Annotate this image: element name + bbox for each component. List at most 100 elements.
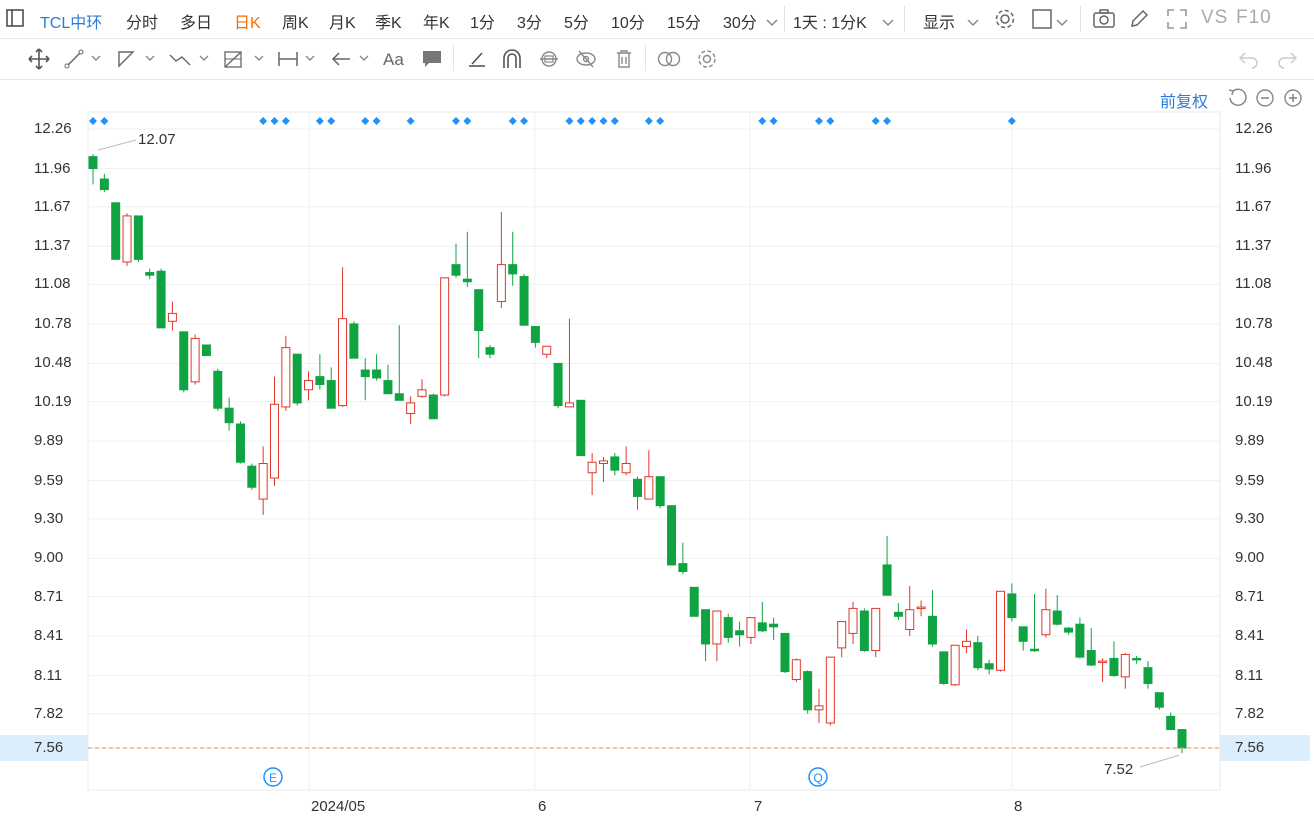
vs-compare-button[interactable]: VS — [1201, 7, 1229, 28]
candle-body — [1143, 667, 1153, 684]
candle-body — [167, 312, 177, 322]
period-toolbar: TCL中环 分时 多日 日K 周K 月K 季K 年K 1分 3分 5分 10分 … — [0, 0, 1314, 39]
fibonacci-tool-icon[interactable] — [223, 49, 267, 74]
tab-period-9[interactable]: 5分 — [564, 15, 589, 32]
wave-tool-icon[interactable] — [168, 49, 212, 74]
candle-body — [258, 463, 268, 500]
y-tick-label: 10.48 — [34, 354, 72, 372]
candle-body — [1132, 657, 1142, 661]
candle-body — [179, 331, 189, 391]
ruler-tool-icon[interactable] — [466, 49, 488, 74]
svg-text:Aa: Aa — [383, 50, 404, 69]
candle-body — [905, 609, 915, 630]
color-box-icon[interactable] — [1031, 8, 1053, 35]
lock-drawing-icon[interactable] — [538, 49, 560, 74]
y-tick-label: 9.30 — [34, 509, 64, 527]
candle-body — [462, 278, 472, 283]
tab-period-8[interactable]: 3分 — [517, 15, 542, 32]
divider — [645, 45, 646, 71]
candle-body — [133, 215, 143, 260]
zoom-in-icon[interactable] — [1283, 88, 1303, 113]
reset-icon[interactable] — [1227, 88, 1247, 113]
event-diamond-marker — [452, 117, 460, 125]
event-badge — [263, 767, 283, 787]
event-diamond-marker — [1007, 117, 1016, 125]
text-tool-icon[interactable]: Aa — [382, 48, 408, 75]
candle-body — [939, 651, 949, 684]
tab-period-5[interactable]: 季K — [375, 15, 402, 32]
move-icon[interactable] — [27, 48, 51, 75]
candle-body — [610, 456, 620, 471]
zoom-out-icon[interactable] — [1255, 88, 1275, 113]
candle-body — [213, 370, 223, 409]
tab-period-12[interactable]: 30分 — [723, 15, 757, 32]
event-diamond-marker — [270, 117, 279, 125]
interval-select[interactable]: 1天 : 1分K — [793, 15, 867, 32]
candle-body — [871, 607, 881, 652]
tab-period-2[interactable]: 日K — [234, 15, 261, 32]
candle-body — [281, 347, 291, 408]
y-tick-label: 7.56 — [34, 739, 64, 756]
drawing-settings-icon[interactable] — [696, 48, 718, 75]
candle-body — [633, 478, 642, 497]
event-diamond-marker — [826, 117, 835, 125]
measure-tool-icon[interactable] — [276, 49, 320, 74]
adjust-mode-button[interactable]: 前复权 — [1159, 94, 1208, 111]
sidebar-toggle-icon[interactable] — [6, 9, 24, 27]
event-diamond-marker — [406, 117, 415, 125]
tab-period-3[interactable]: 周K — [282, 15, 309, 32]
display-menu[interactable]: 显示 — [923, 15, 956, 32]
tab-period-7[interactable]: 1分 — [470, 15, 495, 32]
line-tool-icon[interactable] — [64, 49, 104, 74]
redo-icon[interactable] — [1276, 49, 1298, 74]
chevron-down-icon[interactable] — [882, 14, 894, 32]
candle-body — [712, 610, 722, 645]
f10-button[interactable]: F10 — [1236, 7, 1272, 28]
event-diamond-marker — [463, 117, 472, 125]
trash-icon[interactable] — [613, 48, 635, 75]
chevron-down-icon[interactable] — [1056, 14, 1068, 32]
candle-body — [837, 621, 847, 649]
tab-period-6[interactable]: 年K — [423, 15, 450, 32]
undo-icon[interactable] — [1238, 49, 1260, 74]
comment-tool-icon[interactable] — [421, 49, 443, 74]
y-tick-label: 10.19 — [34, 392, 72, 410]
candle-body — [383, 380, 393, 395]
fullscreen-icon[interactable] — [1166, 8, 1188, 35]
candle-body — [644, 476, 654, 500]
y-tick-label: 8.11 — [1235, 666, 1264, 684]
arrow-tool-icon[interactable] — [330, 49, 374, 74]
camera-icon[interactable] — [1092, 8, 1116, 35]
event-diamond-marker — [815, 117, 823, 125]
tab-period-4[interactable]: 月K — [329, 15, 356, 32]
event-diamond-marker — [100, 117, 109, 125]
candle-body — [99, 178, 109, 191]
event-badge-label: Q — [813, 771, 822, 785]
chevron-down-icon[interactable] — [766, 14, 778, 32]
tab-period-10[interactable]: 10分 — [611, 15, 645, 32]
candle-body — [825, 656, 835, 724]
candle-body — [667, 505, 677, 566]
candle-body — [916, 606, 926, 610]
tab-period-0[interactable]: 分时 — [126, 15, 159, 32]
pencil-icon[interactable] — [1128, 8, 1150, 35]
chevron-down-icon[interactable] — [967, 14, 979, 32]
candle-body — [961, 640, 971, 648]
channel-tool-icon[interactable] — [116, 49, 158, 74]
x-axis-label: 7 — [754, 798, 763, 815]
gear-icon[interactable] — [994, 8, 1016, 35]
candle-body — [576, 399, 586, 457]
candle-body — [553, 362, 563, 407]
overlay-icon[interactable] — [656, 49, 682, 74]
magnet-icon[interactable] — [501, 49, 523, 74]
event-diamond-marker — [89, 117, 97, 125]
tab-period-1[interactable]: 多日 — [180, 15, 213, 32]
tab-period-11[interactable]: 15分 — [667, 15, 701, 32]
y-tick-label: 10.78 — [1235, 314, 1273, 332]
hide-drawings-icon[interactable] — [575, 49, 597, 74]
stock-name[interactable]: TCL中环 — [40, 15, 103, 32]
y-tick-label: 11.37 — [34, 237, 71, 255]
candle-body — [428, 394, 438, 420]
event-diamond-marker — [871, 117, 880, 125]
